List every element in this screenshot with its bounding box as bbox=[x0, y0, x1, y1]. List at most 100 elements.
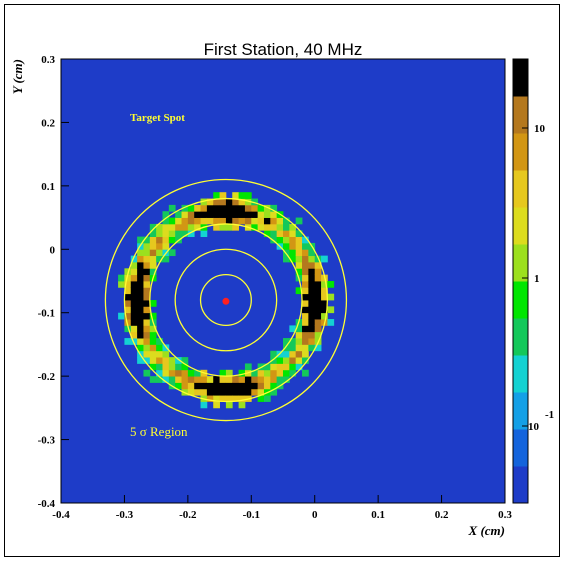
heatmap-cell bbox=[276, 369, 284, 377]
heatmap-cell bbox=[168, 204, 176, 212]
heatmap-cell bbox=[283, 338, 290, 345]
heatmap-cell bbox=[302, 338, 309, 345]
heatmap-cell bbox=[213, 192, 220, 199]
heatmap-cell bbox=[143, 242, 151, 250]
heatmap-cell bbox=[181, 230, 189, 237]
heatmap-cell bbox=[295, 236, 303, 244]
heatmap-cell bbox=[257, 395, 265, 402]
heatmap-cell bbox=[308, 274, 316, 282]
heatmap-cell bbox=[225, 395, 233, 402]
heatmap-cell bbox=[232, 395, 239, 402]
heatmap-cell bbox=[251, 376, 259, 383]
heatmap-cell bbox=[308, 325, 316, 333]
heatmap-cell bbox=[149, 255, 157, 263]
heatmap-cell bbox=[244, 211, 252, 218]
heatmap-cell bbox=[225, 376, 233, 383]
heatmap-cell bbox=[289, 223, 297, 231]
heatmap-cell bbox=[308, 255, 316, 263]
heatmap-cell bbox=[149, 331, 157, 339]
heatmap-cell bbox=[270, 382, 278, 390]
heatmap-cell bbox=[302, 236, 309, 244]
heatmap-cell bbox=[175, 357, 182, 364]
heatmap-cell bbox=[270, 369, 278, 377]
heatmap-cell bbox=[263, 395, 271, 402]
heatmap-cell bbox=[200, 401, 208, 409]
heatmap-cell bbox=[213, 388, 220, 396]
heatmap-cell bbox=[283, 376, 290, 383]
x-tick-label: -0.2 bbox=[179, 509, 197, 521]
heatmap-cell bbox=[314, 325, 322, 333]
heatmap-cell bbox=[130, 261, 138, 269]
heatmap-cell bbox=[143, 319, 151, 326]
heatmap-cell bbox=[137, 325, 144, 333]
colorbar-segment bbox=[513, 318, 528, 356]
heatmap-cell bbox=[225, 217, 233, 225]
heatmap-cell bbox=[137, 319, 144, 326]
heatmap-cell bbox=[200, 388, 208, 396]
heatmap-cell bbox=[314, 261, 322, 269]
heatmap-cell bbox=[175, 223, 182, 231]
heatmap-cell bbox=[124, 306, 132, 314]
heatmap-cell bbox=[295, 344, 303, 352]
heatmap-cell bbox=[289, 338, 297, 345]
heatmap-cell bbox=[187, 204, 195, 212]
heatmap-cell bbox=[257, 382, 265, 390]
heatmap-cell bbox=[124, 300, 132, 307]
heatmap-cell bbox=[206, 388, 214, 396]
heatmap-cell bbox=[200, 382, 208, 390]
heatmap-cell bbox=[200, 230, 208, 237]
heatmap-cell bbox=[295, 217, 303, 225]
heatmap-cell bbox=[219, 388, 227, 396]
heatmap-cell bbox=[251, 211, 259, 218]
heatmap-cell bbox=[321, 293, 328, 301]
heatmap-cell bbox=[200, 198, 208, 206]
heatmap-cell bbox=[219, 369, 227, 377]
heatmap-cell bbox=[156, 236, 163, 244]
heatmap-cell bbox=[219, 395, 227, 402]
heatmap-cell bbox=[263, 363, 271, 371]
heatmap-cell bbox=[314, 287, 322, 295]
heatmap-cell bbox=[137, 268, 144, 276]
heatmap-cell bbox=[168, 223, 176, 231]
heatmap-cell bbox=[149, 249, 157, 257]
heatmap-cell bbox=[270, 363, 278, 371]
sigma-ring bbox=[104, 178, 348, 422]
heatmap-cell bbox=[232, 192, 239, 199]
heatmap-cell bbox=[308, 312, 316, 320]
heatmap-cell bbox=[162, 369, 170, 377]
heatmap-cell bbox=[200, 376, 208, 383]
heatmap-cell bbox=[124, 293, 132, 301]
heatmap-cell bbox=[181, 376, 189, 383]
heatmap-cell bbox=[175, 217, 182, 225]
x-axis: -0.4 -0.3 -0.2 -0.1 0 0.1 0.2 0.3 bbox=[52, 495, 512, 521]
heatmap-cell bbox=[206, 211, 214, 218]
heatmap-cell bbox=[168, 249, 176, 257]
x-tick-label: -0.3 bbox=[116, 509, 134, 521]
heatmap-cell bbox=[143, 255, 151, 263]
heatmap-cell bbox=[118, 274, 125, 282]
heatmap-cell bbox=[124, 338, 132, 345]
heatmap-cell bbox=[314, 306, 322, 314]
heatmap-cell bbox=[295, 287, 303, 295]
chart-title: First Station, 40 MHz bbox=[203, 40, 363, 59]
y-tick-label: -0.4 bbox=[38, 498, 56, 510]
y-tick-label: 0.3 bbox=[41, 54, 55, 66]
heatmap-cell bbox=[321, 300, 328, 307]
heatmap-cell bbox=[251, 198, 259, 206]
heatmap-cell bbox=[168, 376, 176, 383]
heatmap-cell bbox=[314, 319, 322, 326]
colorbar-exponent: -1 bbox=[545, 409, 554, 421]
heatmap-cell bbox=[213, 382, 220, 390]
heatmap-cell bbox=[263, 204, 271, 212]
heatmap-cell bbox=[270, 388, 278, 396]
heatmap-cell bbox=[181, 204, 189, 212]
heatmap-cell bbox=[162, 211, 170, 218]
heatmap-cell bbox=[257, 223, 265, 231]
heatmap-cell bbox=[251, 223, 259, 231]
heatmap-cell bbox=[143, 249, 151, 257]
heatmap-cell bbox=[143, 357, 151, 364]
heatmap-cell bbox=[308, 300, 316, 307]
heatmap-cell bbox=[213, 395, 220, 402]
heatmap-cell bbox=[238, 376, 246, 383]
heatmap-cell bbox=[130, 319, 138, 326]
